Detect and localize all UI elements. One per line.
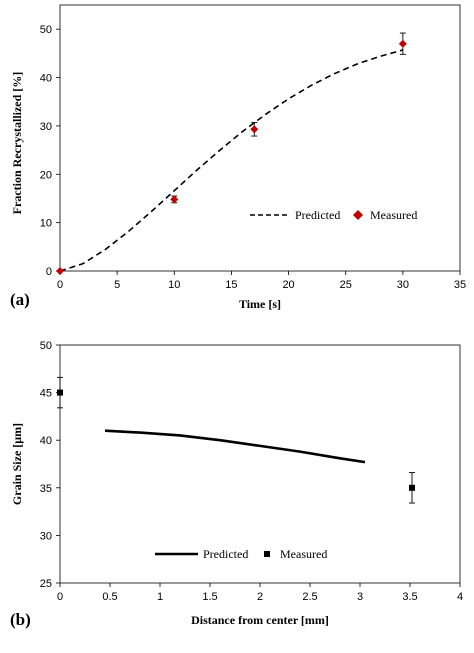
plot-area-frame-a <box>59 4 461 272</box>
legend-a: Predicted Measured <box>250 208 417 222</box>
y-tick-label: 30 <box>40 530 52 542</box>
series-line-predicted <box>104 429 366 464</box>
series-line-predicted <box>59 49 404 272</box>
panel-label-b: (b) <box>10 610 31 629</box>
data-point-measured <box>170 195 179 204</box>
x-tick-label: 30 <box>397 279 409 291</box>
chart-panel-a: 0 10 20 30 40 50 0 5 10 15 20 25 30 35 Predicted Mea… <box>10 4 466 311</box>
legend-label-measured-b: Measured <box>280 547 327 561</box>
x-tick-label: 10 <box>168 279 180 291</box>
legend-label-measured-a: Measured <box>370 208 417 222</box>
y-tick-label: 10 <box>40 218 52 230</box>
x-tick-label: 25 <box>340 279 352 291</box>
chart-panel-b: 25 30 35 40 45 50 0 0.5 1 1.5 2 2.5 3 3.5 4 Predicted… <box>10 340 463 629</box>
y-tick-label: 20 <box>40 169 52 181</box>
y-tick-label: 35 <box>40 483 52 495</box>
series-layer-b <box>57 376 415 504</box>
x-tick-label: 3 <box>357 591 363 603</box>
y-axis-title-b: Grain Size [μm] <box>10 423 24 505</box>
x-tick-label: 2 <box>257 591 263 603</box>
x-tick-label: 5 <box>114 279 120 291</box>
x-tick-label: 3.5 <box>402 591 417 603</box>
data-point-measured <box>250 125 259 134</box>
data-point-measured <box>409 484 415 491</box>
legend-swatch-measured-b <box>264 551 270 557</box>
y-tick-label: 0 <box>46 266 52 278</box>
legend-label-predicted-a: Predicted <box>295 208 340 222</box>
x-axis-ticks-b: 0 0.5 1 1.5 2 2.5 3 3.5 4 <box>57 583 463 603</box>
legend-b: Predicted Measured <box>155 547 327 561</box>
x-tick-label: 15 <box>225 279 237 291</box>
legend-label-predicted-b: Predicted <box>203 547 248 561</box>
x-tick-label: 4 <box>457 591 463 603</box>
y-axis-ticks-a: 0 10 20 30 40 50 <box>40 24 60 278</box>
series-layer-a <box>56 32 407 275</box>
x-tick-label: 2.5 <box>302 591 317 603</box>
data-point-measured <box>56 267 64 275</box>
x-axis-title-b: Distance from center [mm] <box>191 613 329 627</box>
y-tick-label: 40 <box>40 73 52 85</box>
data-point-measured <box>57 389 63 396</box>
x-tick-label: 1 <box>157 591 163 603</box>
x-tick-label: 35 <box>454 279 466 291</box>
data-point-measured <box>398 39 407 48</box>
x-tick-label: 1.5 <box>202 591 217 603</box>
y-tick-label: 50 <box>40 340 52 352</box>
y-axis-ticks-b: 25 30 35 40 45 50 <box>40 340 60 590</box>
y-axis-title-a: Fraction Recrystallized [%] <box>10 72 24 215</box>
x-tick-label: 0 <box>57 279 63 291</box>
y-tick-label: 25 <box>40 578 52 590</box>
y-tick-label: 30 <box>40 121 52 133</box>
plot-area-frame-b <box>59 344 461 584</box>
y-tick-label: 50 <box>40 24 52 36</box>
x-tick-label: 20 <box>282 279 294 291</box>
y-tick-label: 45 <box>40 388 52 400</box>
x-tick-label: 0.5 <box>102 591 117 603</box>
y-tick-label: 40 <box>40 435 52 447</box>
panel-label-a: (a) <box>10 290 30 309</box>
x-axis-ticks-a: 0 5 10 15 20 25 30 35 <box>57 271 466 291</box>
x-axis-title-a: Time [s] <box>239 297 281 311</box>
legend-swatch-measured-a <box>353 210 363 220</box>
x-tick-label: 0 <box>57 591 63 603</box>
